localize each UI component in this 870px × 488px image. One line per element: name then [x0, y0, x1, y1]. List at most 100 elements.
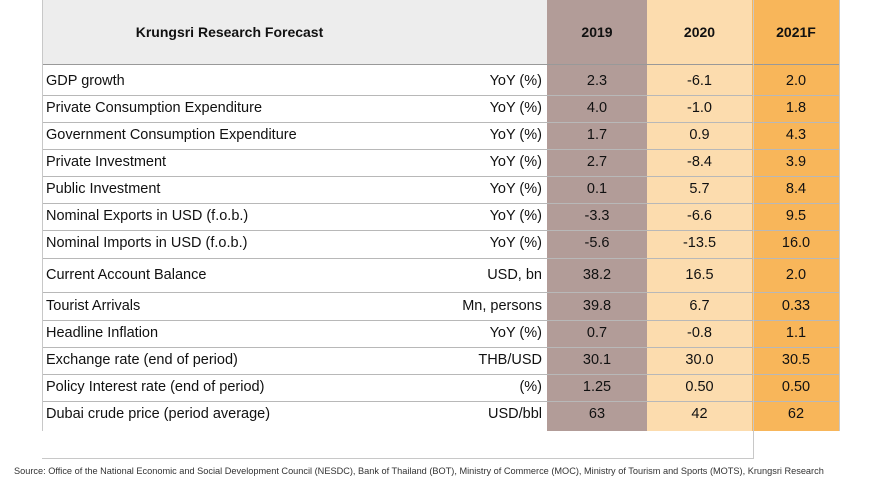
row-unit: YoY (%)	[489, 127, 542, 143]
table-row: Headline Inflation YoY (%) 0.7 -0.8 1.1	[42, 324, 840, 342]
table-row: Policy Interest rate (end of period) (%) 1…	[42, 378, 840, 396]
row-divider	[42, 176, 840, 177]
row-divider	[42, 401, 840, 402]
row-unit: YoY (%)	[489, 208, 542, 224]
table-row: Private Consumption Expenditure YoY (%) 4.…	[42, 99, 840, 117]
row-divider	[42, 149, 840, 150]
table-row: Government Consumption Expenditure YoY (%…	[42, 126, 840, 144]
row-divider	[42, 347, 840, 348]
row-unit: YoY (%)	[489, 325, 542, 341]
cell-value-2021f: 8.4	[785, 181, 807, 197]
row-divider	[42, 258, 840, 259]
forecast-table: Krungsri Research Forecast 2019 2020 2021F…	[42, 0, 840, 459]
cell-value-2019: 63	[588, 406, 606, 422]
cell-value-2019: -3.3	[584, 208, 610, 224]
row-label: Tourist Arrivals	[46, 298, 141, 314]
column-header-2021f: 2021F	[752, 0, 840, 64]
row-unit: (%)	[519, 379, 542, 395]
row-divider	[42, 95, 840, 96]
row-label: Dubai crude price (period average)	[46, 406, 271, 422]
row-divider	[42, 122, 840, 123]
cell-value-2020: -0.8	[687, 325, 712, 341]
column-header-2020: 2020	[647, 0, 752, 64]
cell-value-2019: 30.1	[582, 352, 612, 368]
row-unit: YoY (%)	[489, 73, 542, 89]
cell-value-2019: -5.6	[584, 235, 610, 251]
row-label: Nominal Exports in USD (f.o.b.)	[46, 208, 249, 224]
row-label: Headline Inflation	[46, 325, 159, 341]
cell-value-2019: 2.3	[586, 73, 608, 89]
row-label: Public Investment	[46, 181, 161, 197]
cell-value-2021f: 0.50	[781, 379, 811, 395]
cell-value-2020: -1.0	[687, 100, 712, 116]
cell-value-2021f: 1.8	[785, 100, 807, 116]
row-unit: YoY (%)	[489, 100, 542, 116]
table-border	[42, 0, 43, 431]
table-row: Nominal Imports in USD (f.o.b.) YoY (%) -5…	[42, 234, 840, 252]
header-divider	[42, 64, 840, 65]
table-row: Public Investment YoY (%) 0.1 5.7 8.4	[42, 180, 840, 198]
cell-value-2020: -8.4	[687, 154, 712, 170]
cell-value-2020: -13.5	[682, 235, 717, 251]
row-unit: YoY (%)	[489, 235, 542, 251]
cell-value-2019: 39.8	[582, 298, 612, 314]
cell-value-2019: 38.2	[582, 267, 612, 283]
column-fill-2021f	[752, 64, 840, 431]
row-divider	[42, 203, 840, 204]
row-label: Nominal Imports in USD (f.o.b.)	[46, 235, 248, 251]
cell-value-2020: 30.0	[685, 352, 714, 368]
row-label: Policy Interest rate (end of period)	[46, 379, 265, 395]
source-note: Source: Office of the National Economic …	[14, 466, 824, 476]
row-divider	[42, 320, 840, 321]
cell-value-2019: 1.25	[582, 379, 612, 395]
row-label: Private Investment	[46, 154, 167, 170]
row-label: GDP growth	[46, 73, 125, 89]
cell-value-2020: 0.50	[685, 379, 714, 395]
cell-value-2020: -6.1	[687, 73, 712, 89]
cell-value-2021f: 1.1	[785, 325, 807, 341]
cell-value-2021f: 2.0	[785, 73, 807, 89]
cell-value-2020: 16.5	[685, 267, 714, 283]
cell-value-2020: 42	[691, 406, 708, 422]
row-label: Government Consumption Expenditure	[46, 127, 297, 143]
row-unit: THB/USD	[478, 352, 542, 368]
row-unit: USD/bbl	[488, 406, 542, 422]
cell-value-2019: 4.0	[586, 100, 608, 116]
cell-value-2021f: 2.0	[785, 267, 807, 283]
row-unit: Mn, persons	[462, 298, 542, 314]
row-label: Exchange rate (end of period)	[46, 352, 238, 368]
row-divider	[42, 374, 840, 375]
header-title-cell: Krungsri Research Forecast	[42, 0, 547, 64]
table-row: Exchange rate (end of period) THB/USD 30.1…	[42, 351, 840, 369]
row-label: Current Account Balance	[46, 267, 207, 283]
column-header-2019: 2019	[547, 0, 647, 64]
cell-value-2020: 0.9	[689, 127, 710, 143]
table-row: Nominal Exports in USD (f.o.b.) YoY (%) -3…	[42, 207, 840, 225]
row-label: Private Consumption Expenditure	[46, 100, 263, 116]
cell-value-2021f: 62	[787, 406, 805, 422]
row-divider	[42, 292, 840, 293]
table-row: Dubai crude price (period average) USD/bb…	[42, 405, 840, 423]
cell-value-2021f: 30.5	[781, 352, 811, 368]
cell-value-2021f: 3.9	[785, 154, 807, 170]
table-row: GDP growth YoY (%) 2.3 -6.1 2.0	[42, 72, 840, 90]
cell-value-2019: 0.1	[586, 181, 608, 197]
table-row: Current Account Balance USD, bn 38.2 16.5 2.…	[42, 266, 840, 284]
cell-value-2020: -6.6	[687, 208, 712, 224]
cell-value-2020: 5.7	[689, 181, 710, 197]
row-unit: USD, bn	[487, 267, 542, 283]
row-unit: YoY (%)	[489, 181, 542, 197]
row-divider	[42, 230, 840, 231]
table-row: Tourist Arrivals Mn, persons 39.8 6.7 0.33	[42, 297, 840, 315]
table-bottom-border	[42, 458, 754, 459]
cell-value-2021f: 9.5	[785, 208, 807, 224]
cell-value-2021f: 4.3	[785, 127, 807, 143]
table-row: Private Investment YoY (%) 2.7 -8.4 3.9	[42, 153, 840, 171]
table-border	[753, 0, 754, 458]
cell-value-2019: 2.7	[586, 154, 608, 170]
cell-value-2020: 6.7	[689, 298, 710, 314]
cell-value-2021f: 0.33	[781, 298, 811, 314]
row-unit: YoY (%)	[489, 154, 542, 170]
cell-value-2021f: 16.0	[781, 235, 811, 251]
column-fill-2019	[547, 64, 647, 431]
